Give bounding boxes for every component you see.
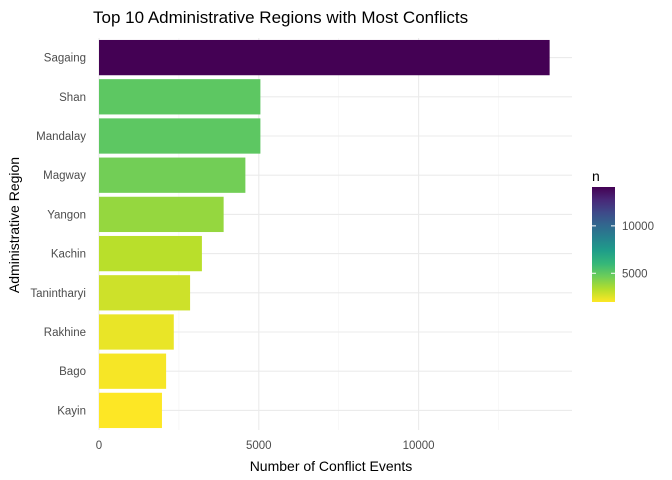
y-tick-label: Kayin	[57, 405, 86, 417]
y-axis-title: Administrative Region	[6, 157, 22, 293]
bar-sagaing	[99, 39, 550, 76]
y-tick-label: Sagaing	[44, 53, 86, 65]
x-tick-label: 5000	[246, 440, 272, 452]
y-tick-labels: Sagaing Shan Mandalay Magway Yangon Kachin Tan…	[30, 53, 86, 418]
legend: n 5000 10000	[592, 168, 654, 302]
bar-yangon	[99, 196, 224, 233]
bar-magway	[99, 157, 246, 193]
bar-kayin	[99, 392, 162, 429]
colorbar	[592, 187, 615, 302]
x-tick-label: 10000	[403, 440, 435, 452]
y-tick-label: Magway	[43, 170, 86, 182]
y-tick-label: Kachin	[51, 249, 86, 261]
bars	[99, 39, 550, 429]
y-tick-label: Mandalay	[36, 131, 86, 143]
bar-mandalay	[99, 118, 261, 154]
bar-shan	[99, 79, 261, 115]
bar-bago	[99, 353, 167, 389]
chart-title: Top 10 Administrative Regions with Most …	[93, 8, 468, 27]
bar-rakhine	[99, 314, 174, 350]
y-tick-label: Shan	[59, 92, 86, 104]
legend-ticks: 5000 10000	[592, 221, 654, 280]
y-tick-label: Yangon	[47, 209, 86, 221]
y-tick-label: Rakhine	[44, 327, 86, 339]
legend-tick-label: 10000	[622, 221, 654, 233]
x-tick-labels: 0 5000 10000	[96, 440, 435, 452]
legend-tick-label: 5000	[622, 268, 648, 280]
bar-tanintharyi	[99, 275, 191, 311]
bar-kachin	[99, 235, 202, 272]
x-axis-title: Number of Conflict Events	[250, 458, 413, 474]
y-tick-label: Tanintharyi	[30, 288, 86, 300]
x-tick-label: 0	[96, 440, 102, 452]
y-tick-label: Bago	[59, 366, 86, 378]
legend-title: n	[592, 168, 600, 184]
